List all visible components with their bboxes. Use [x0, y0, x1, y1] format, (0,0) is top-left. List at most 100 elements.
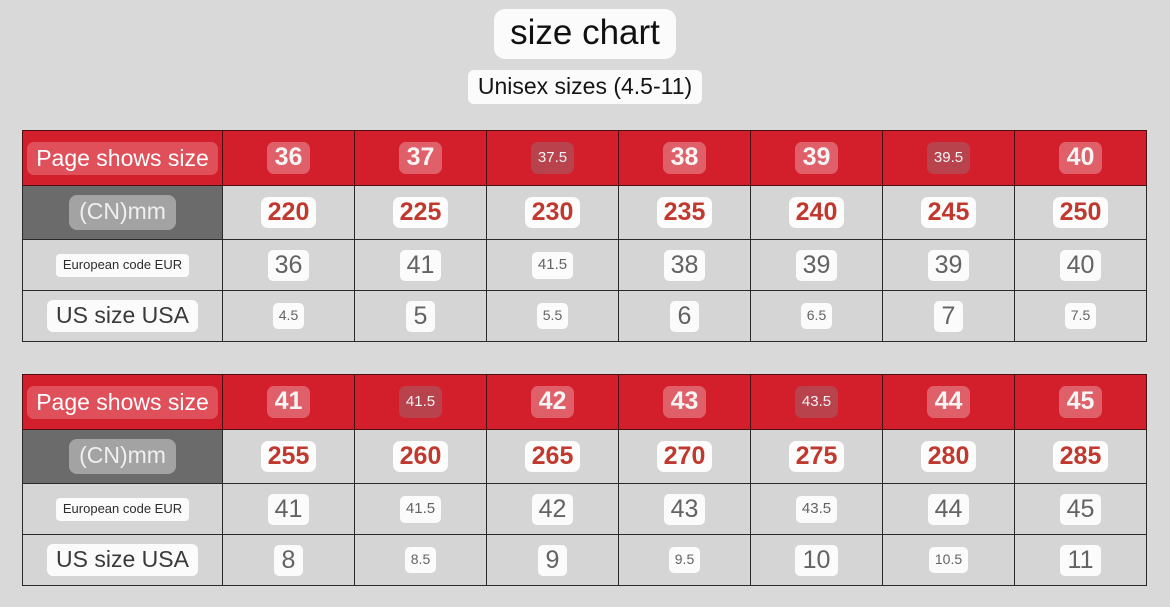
cell-cn-mm: 270: [618, 429, 751, 484]
row-label-cell: (CN)mm: [22, 429, 223, 484]
value-cn-mm: 285: [1052, 441, 1109, 472]
row-label-cell: US size USA: [22, 290, 223, 342]
cell-cn-mm: 275: [750, 429, 883, 484]
subtitle-area: Unisex sizes (4.5-11): [0, 59, 1170, 104]
row-label-page-shows-size: Page shows size: [27, 141, 218, 175]
cell-cn-mm: 260: [354, 429, 487, 484]
page-subtitle: Unisex sizes (4.5-11): [467, 70, 703, 104]
cell-usa: 11: [1014, 534, 1147, 586]
cell-page-size: 36: [222, 130, 355, 186]
value-page-size: 42: [530, 386, 575, 418]
value-usa: 9.5: [668, 547, 701, 573]
cell-page-size: 38: [618, 130, 751, 186]
value-eur: 40: [1059, 249, 1102, 281]
row-label-cell: Page shows size: [22, 130, 223, 186]
cell-usa: 10: [750, 534, 883, 586]
cell-cn-mm: 280: [882, 429, 1015, 484]
value-eur: 45: [1059, 493, 1102, 525]
row-label-usa: US size USA: [47, 300, 198, 332]
cell-cn-mm: 220: [222, 185, 355, 240]
cell-cn-mm: 285: [1014, 429, 1147, 484]
value-cn-mm: 240: [788, 197, 845, 228]
cell-eur: 44: [882, 483, 1015, 535]
title-area: size chart: [0, 0, 1170, 59]
cell-page-size: 43.5: [750, 374, 883, 430]
cell-usa: 6: [618, 290, 751, 342]
cell-usa: 5.5: [486, 290, 619, 342]
table-row-eur: European code EUR 36 41 41.5 38 39 39 40: [22, 239, 1147, 291]
cell-eur: 40: [1014, 239, 1147, 291]
value-eur: 39: [795, 249, 838, 281]
value-usa: 4.5: [272, 303, 305, 329]
cell-page-size: 43: [618, 374, 751, 430]
value-cn-mm: 280: [920, 441, 977, 472]
cell-page-size: 42: [486, 374, 619, 430]
cell-cn-mm: 250: [1014, 185, 1147, 240]
value-usa: 9: [537, 544, 568, 576]
value-eur: 44: [927, 493, 970, 525]
row-label-cell: (CN)mm: [22, 185, 223, 240]
table-row-page-shows-size: Page shows size 41 41.5 42 43 43.5 44 45: [22, 374, 1147, 430]
cell-eur: 39: [882, 239, 1015, 291]
value-page-size: 37: [398, 142, 443, 174]
cell-eur: 41.5: [486, 239, 619, 291]
value-cn-mm: 250: [1052, 197, 1109, 228]
cell-usa: 10.5: [882, 534, 1015, 586]
value-usa: 11: [1059, 544, 1102, 576]
value-cn-mm: 275: [788, 441, 845, 472]
value-page-size: 36: [266, 142, 311, 174]
value-page-size: 41.5: [398, 386, 443, 418]
value-eur: 41: [267, 493, 310, 525]
value-eur: 36: [267, 249, 310, 281]
value-eur: 39: [927, 249, 970, 281]
cell-usa: 7: [882, 290, 1015, 342]
cell-page-size: 39: [750, 130, 883, 186]
row-label-cn-mm: (CN)mm: [69, 195, 176, 230]
value-cn-mm: 245: [920, 197, 977, 228]
cell-usa: 7.5: [1014, 290, 1147, 342]
cell-eur: 39: [750, 239, 883, 291]
cell-usa: 8.5: [354, 534, 487, 586]
cell-page-size: 39.5: [882, 130, 1015, 186]
value-page-size: 45: [1058, 386, 1103, 418]
value-eur: 38: [663, 249, 706, 281]
cell-eur: 41: [222, 483, 355, 535]
cell-cn-mm: 240: [750, 185, 883, 240]
row-label-cell: European code EUR: [22, 483, 223, 535]
cell-cn-mm: 230: [486, 185, 619, 240]
size-table-1: Page shows size 36 37 37.5 38 39 39.5 40…: [22, 130, 1147, 342]
value-usa: 10.5: [928, 547, 969, 573]
cell-page-size: 45: [1014, 374, 1147, 430]
cell-usa: 9: [486, 534, 619, 586]
value-usa: 7: [933, 300, 964, 332]
value-usa: 10: [794, 544, 839, 576]
cell-cn-mm: 225: [354, 185, 487, 240]
value-page-size: 39: [794, 142, 839, 174]
cell-cn-mm: 235: [618, 185, 751, 240]
row-label-page-shows-size: Page shows size: [27, 385, 218, 419]
cell-eur: 45: [1014, 483, 1147, 535]
value-page-size: 40: [1058, 142, 1103, 174]
cell-usa: 5: [354, 290, 487, 342]
cell-eur: 38: [618, 239, 751, 291]
cell-eur: 41.5: [354, 483, 487, 535]
row-label-eur: European code EUR: [55, 497, 190, 521]
table-row-usa: US size USA 4.5 5 5.5 6 6.5 7 7.5: [22, 290, 1147, 342]
value-usa: 6.5: [800, 303, 833, 329]
row-label-cell: Page shows size: [22, 374, 223, 430]
value-page-size: 37.5: [530, 142, 575, 174]
page-title: size chart: [494, 9, 676, 59]
cell-usa: 8: [222, 534, 355, 586]
cell-usa: 4.5: [222, 290, 355, 342]
cell-eur: 42: [486, 483, 619, 535]
value-page-size: 39.5: [926, 142, 971, 174]
value-usa: 6: [669, 300, 700, 332]
cell-eur: 43.5: [750, 483, 883, 535]
value-page-size: 38: [662, 142, 707, 174]
value-eur: 43: [663, 493, 706, 525]
value-page-size: 43.5: [794, 386, 839, 418]
cell-cn-mm: 265: [486, 429, 619, 484]
row-label-usa: US size USA: [47, 544, 198, 576]
cell-page-size: 41.5: [354, 374, 487, 430]
cell-usa: 6.5: [750, 290, 883, 342]
